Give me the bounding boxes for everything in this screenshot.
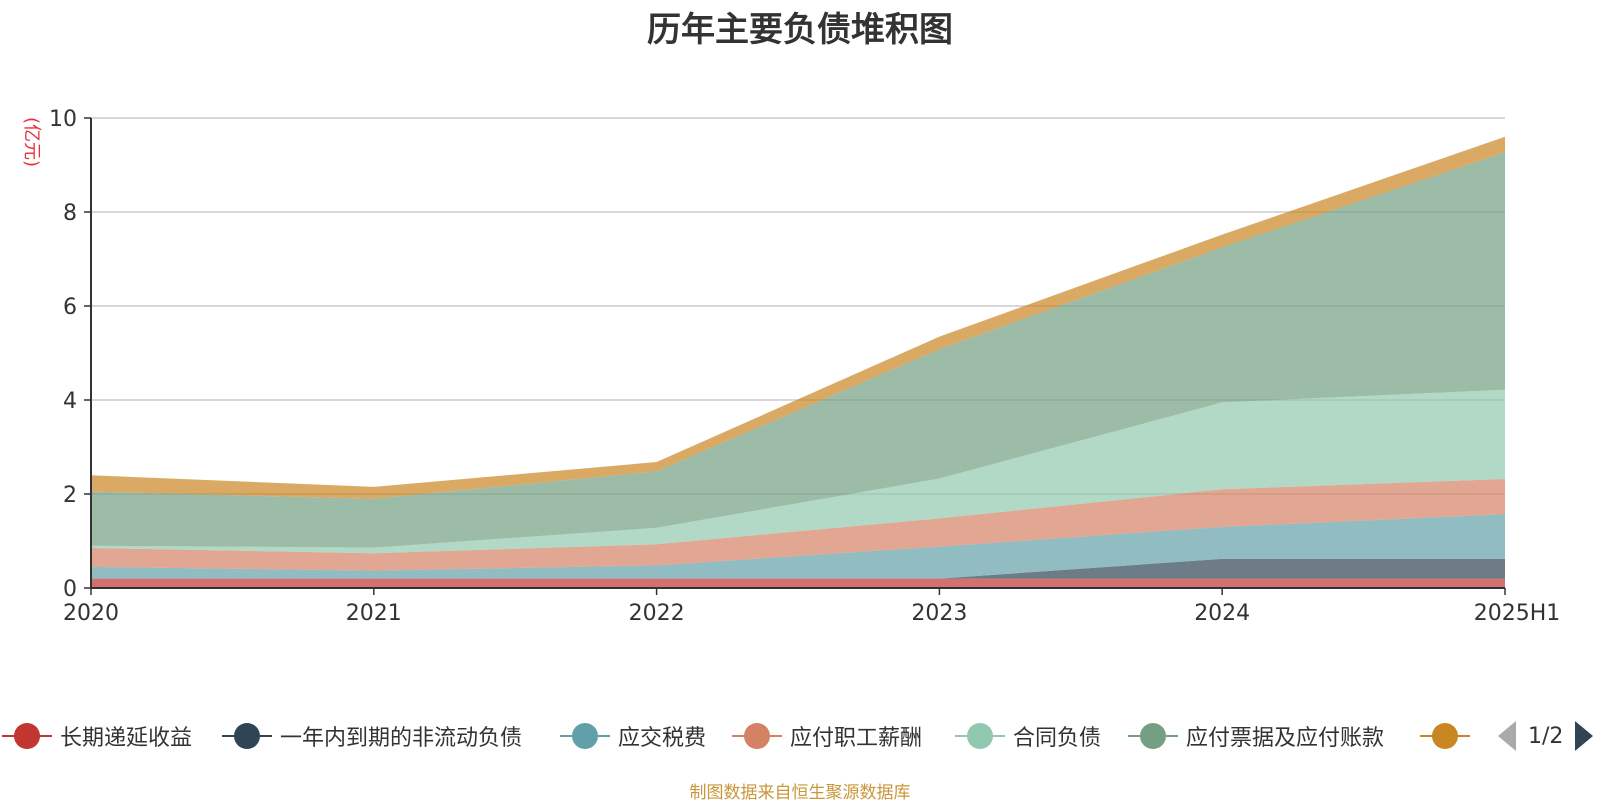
legend-item[interactable]: [1420, 716, 1470, 756]
legend-item[interactable]: 一年内到期的非流动负债: [222, 716, 522, 756]
area-series-2[interactable]: [91, 514, 1505, 579]
legend-swatch-icon: [1420, 716, 1470, 756]
axes: [84, 117, 1506, 595]
area-series-4[interactable]: [91, 389, 1505, 554]
legend-next-page-icon[interactable]: [1575, 721, 1594, 751]
x-tick-label: 2025H1: [1474, 601, 1561, 626]
y-tick-label: 0: [63, 577, 77, 602]
x-tick-label: 2021: [346, 601, 402, 626]
area-series-0[interactable]: [91, 578, 1505, 588]
legend-swatch-icon: [955, 716, 1005, 756]
y-tick-label: 6: [63, 295, 77, 320]
tick-labels: 0 2 4 6 8 10 2020 2021 2022 2023 2024 2025H1: [49, 107, 1560, 626]
legend-label: 应付票据及应付账款: [1186, 726, 1385, 751]
source-note: 制图数据来自恒生聚源数据库: [689, 783, 911, 803]
legend-label: 合同负债: [1013, 726, 1102, 751]
legend-label: 一年内到期的非流动负债: [280, 726, 523, 751]
stacked-area-chart: 0 2 4 6 8 10 2020 2021 2022 2023 2024 2025H1 (亿元): [21, 107, 1560, 626]
y-tick-label: 8: [63, 201, 77, 226]
legend-prev-page-icon[interactable]: [1498, 721, 1516, 751]
x-tick-label: 2020: [63, 601, 119, 626]
area-series: [91, 136, 1505, 588]
y-tick-label: 10: [49, 107, 77, 132]
legend-page-indicator: 1/2: [1528, 723, 1564, 749]
legend-label: 应付职工薪酬: [790, 726, 923, 751]
legend-label: 应交税费: [618, 726, 707, 751]
legend-item[interactable]: 应付职工薪酬: [732, 716, 922, 756]
x-tick-label: 2023: [911, 601, 967, 626]
legend-swatch-icon: [560, 716, 610, 756]
legend-item[interactable]: 长期递延收益: [2, 716, 192, 756]
legend-pager: 1/2: [1498, 716, 1594, 756]
y-tick-label: 4: [63, 389, 77, 414]
legend-item[interactable]: 应交税费: [560, 716, 706, 756]
legend-swatch-icon: [732, 716, 782, 756]
legend-swatch-icon: [2, 716, 52, 756]
chart-legend: 长期递延收益 一年内到期的非流动负债 应交税费 应付职工薪酬 合同负债 应付票据及应付账款: [0, 716, 1600, 756]
legend-label: 长期递延收益: [60, 726, 193, 751]
y-tick-label: 2: [63, 483, 77, 508]
area-series-1[interactable]: [91, 558, 1505, 579]
legend-swatch-icon: [222, 716, 272, 756]
legend-swatch-icon: [1128, 716, 1178, 756]
x-tick-label: 2024: [1194, 601, 1250, 626]
y-axis-unit-label: (亿元): [21, 117, 42, 167]
x-tick-label: 2022: [629, 601, 685, 626]
legend-item[interactable]: 合同负债: [955, 716, 1101, 756]
area-series-3[interactable]: [91, 479, 1505, 571]
area-series-5[interactable]: [91, 152, 1505, 548]
legend-item[interactable]: 应付票据及应付账款: [1128, 716, 1384, 756]
chart-title: 历年主要负债堆积图: [647, 10, 953, 50]
